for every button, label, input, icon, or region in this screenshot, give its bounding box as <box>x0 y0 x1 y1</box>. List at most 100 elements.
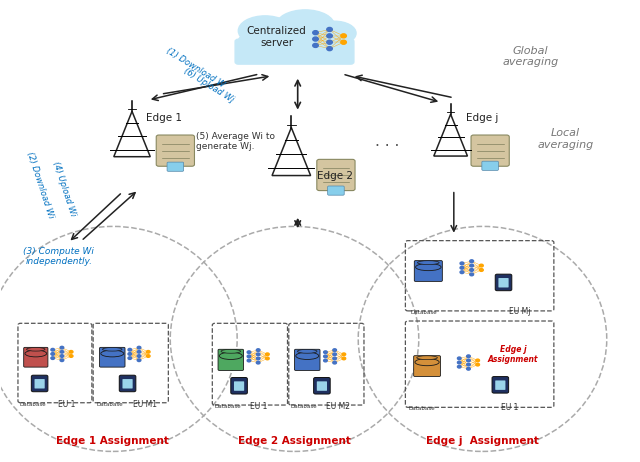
Ellipse shape <box>415 359 439 366</box>
Circle shape <box>247 355 251 358</box>
Ellipse shape <box>27 347 45 351</box>
Circle shape <box>247 351 251 353</box>
FancyBboxPatch shape <box>234 381 244 391</box>
Circle shape <box>266 353 269 356</box>
Text: Database: Database <box>20 402 47 407</box>
FancyBboxPatch shape <box>294 349 320 371</box>
FancyBboxPatch shape <box>317 381 327 391</box>
Text: Database: Database <box>97 402 123 407</box>
Circle shape <box>137 346 141 349</box>
Circle shape <box>313 43 318 48</box>
FancyBboxPatch shape <box>328 186 344 195</box>
Circle shape <box>476 359 479 362</box>
Circle shape <box>60 346 64 349</box>
Circle shape <box>327 27 332 31</box>
Circle shape <box>327 47 332 51</box>
Text: Database: Database <box>214 404 241 409</box>
Circle shape <box>327 40 332 44</box>
Circle shape <box>257 361 260 364</box>
Ellipse shape <box>220 352 243 359</box>
Ellipse shape <box>417 261 439 265</box>
Circle shape <box>333 361 337 364</box>
FancyBboxPatch shape <box>31 375 48 392</box>
FancyBboxPatch shape <box>231 377 247 394</box>
Ellipse shape <box>296 352 319 359</box>
Circle shape <box>257 357 260 360</box>
Circle shape <box>342 357 346 360</box>
Circle shape <box>60 359 64 362</box>
FancyBboxPatch shape <box>100 347 125 367</box>
Circle shape <box>467 355 470 358</box>
Ellipse shape <box>221 349 241 353</box>
Ellipse shape <box>100 350 124 357</box>
Text: (5) Average Wi to
generate Wj.: (5) Average Wi to generate Wj. <box>196 132 275 151</box>
Text: (6) Upload Wj: (6) Upload Wj <box>182 66 235 104</box>
FancyBboxPatch shape <box>235 39 354 64</box>
Text: Global
averaging: Global averaging <box>502 46 559 67</box>
Circle shape <box>342 353 346 356</box>
Circle shape <box>479 264 483 267</box>
Text: EU 1: EU 1 <box>501 403 518 412</box>
Circle shape <box>467 359 470 362</box>
FancyBboxPatch shape <box>414 261 442 281</box>
Ellipse shape <box>298 349 317 353</box>
Circle shape <box>128 357 132 359</box>
Circle shape <box>333 349 337 352</box>
Text: EU Mj: EU Mj <box>509 307 530 316</box>
Text: (2) Download Wi: (2) Download Wi <box>24 151 54 219</box>
Text: Centralized
server: Centralized server <box>247 26 307 48</box>
Circle shape <box>460 271 464 274</box>
Circle shape <box>458 357 461 359</box>
Circle shape <box>327 34 332 38</box>
Circle shape <box>137 355 141 357</box>
Text: EU 1: EU 1 <box>250 402 267 411</box>
Circle shape <box>458 361 461 364</box>
Circle shape <box>266 357 269 360</box>
Ellipse shape <box>276 10 335 42</box>
FancyBboxPatch shape <box>317 159 355 191</box>
Circle shape <box>470 273 474 276</box>
Text: Edge 1 Assignment: Edge 1 Assignment <box>56 436 170 446</box>
Circle shape <box>257 353 260 356</box>
FancyBboxPatch shape <box>482 161 499 170</box>
Ellipse shape <box>238 16 292 46</box>
FancyBboxPatch shape <box>119 375 136 392</box>
FancyBboxPatch shape <box>499 278 509 287</box>
Text: Database: Database <box>291 404 317 409</box>
Circle shape <box>476 363 479 366</box>
Circle shape <box>479 268 483 271</box>
Circle shape <box>51 357 54 359</box>
Text: · · ·: · · · <box>375 139 399 153</box>
Circle shape <box>128 353 132 355</box>
Ellipse shape <box>25 350 47 357</box>
Text: Edge j: Edge j <box>467 113 499 123</box>
Circle shape <box>147 355 150 357</box>
Circle shape <box>470 260 474 262</box>
Text: EU M2: EU M2 <box>326 402 350 411</box>
Text: Edge j
Assignment: Edge j Assignment <box>488 345 538 364</box>
Circle shape <box>137 351 141 353</box>
Circle shape <box>247 359 251 362</box>
FancyBboxPatch shape <box>122 379 132 389</box>
Text: Database: Database <box>410 310 437 315</box>
Text: Edge j  Assignment: Edge j Assignment <box>426 436 539 446</box>
FancyBboxPatch shape <box>218 349 244 371</box>
Circle shape <box>324 359 327 362</box>
Circle shape <box>460 262 464 265</box>
FancyBboxPatch shape <box>495 274 512 291</box>
FancyBboxPatch shape <box>35 379 45 389</box>
Circle shape <box>51 348 54 351</box>
Ellipse shape <box>417 356 437 359</box>
Circle shape <box>313 30 318 35</box>
Circle shape <box>313 37 318 41</box>
Circle shape <box>341 34 346 38</box>
FancyBboxPatch shape <box>413 356 440 377</box>
Circle shape <box>69 351 73 353</box>
FancyBboxPatch shape <box>156 135 195 166</box>
FancyBboxPatch shape <box>24 347 48 367</box>
FancyBboxPatch shape <box>492 377 509 393</box>
Ellipse shape <box>313 21 356 45</box>
Text: Edge 2: Edge 2 <box>317 171 353 181</box>
FancyBboxPatch shape <box>471 135 509 166</box>
Text: Database: Database <box>409 407 435 412</box>
